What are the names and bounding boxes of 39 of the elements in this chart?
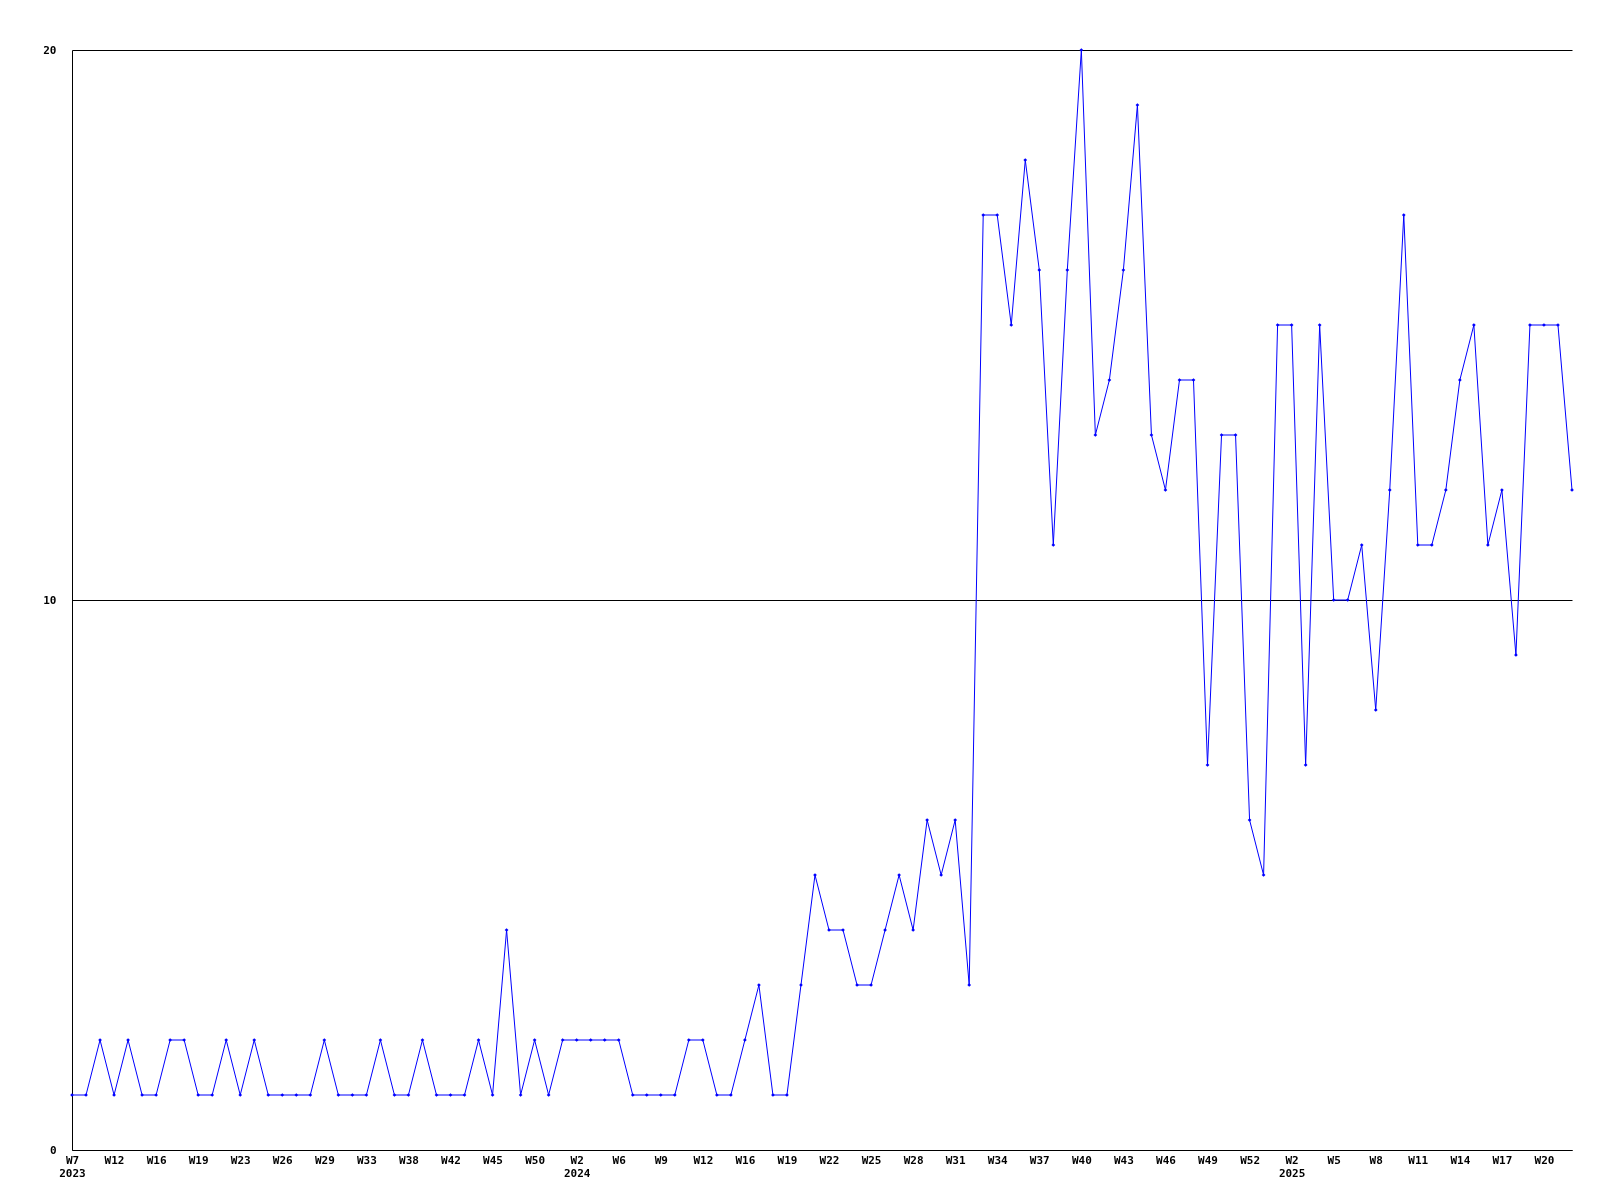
x-tick-label: W43 xyxy=(1113,1153,1134,1167)
x-tick-label: W45 xyxy=(483,1153,503,1167)
x-tick-label: W7 2023 xyxy=(59,1153,86,1180)
x-tick-label: W16 xyxy=(735,1153,756,1167)
x-tick-label: W40 xyxy=(1071,1153,1092,1167)
x-tick-label: W37 xyxy=(1029,1153,1050,1167)
x-tick-label: W25 xyxy=(861,1153,882,1167)
x-tick-label: W23 xyxy=(230,1153,251,1167)
x-tick-label: W49 xyxy=(1198,1153,1218,1167)
x-tick-label: W31 xyxy=(945,1153,966,1167)
x-tick-label: W26 xyxy=(272,1153,294,1167)
x-tick-label: W12 xyxy=(693,1153,714,1167)
y-tick-label: 20 xyxy=(43,43,57,57)
x-tick-label: W46 xyxy=(1156,1153,1177,1167)
x-tick-label: W17 xyxy=(1492,1153,1513,1167)
x-tick-label: W12 xyxy=(104,1153,125,1167)
x-tick-label: W16 xyxy=(146,1153,167,1167)
x-tick-label: W22 xyxy=(819,1153,840,1167)
x-tick-label: W6 xyxy=(612,1153,627,1167)
x-tick-label: W33 xyxy=(356,1153,377,1167)
x-tick-label: W2 2025 xyxy=(1278,1153,1306,1180)
y-tick-label: 0 xyxy=(49,1143,57,1157)
x-tick-label: W2 2024 xyxy=(563,1153,591,1180)
x-tick-label: W42 xyxy=(441,1153,461,1167)
x-tick-label: W8 xyxy=(1369,1153,1383,1167)
x-tick-label: W11 xyxy=(1408,1153,1429,1167)
x-tick-label: W19 xyxy=(777,1153,798,1167)
x-tick-label: W20 xyxy=(1534,1153,1555,1167)
x-tick-label: W9 xyxy=(654,1153,668,1167)
x-tick-label: W5 xyxy=(1327,1153,1341,1167)
x-tick-label: W19 xyxy=(188,1153,209,1167)
x-tick-label: W28 xyxy=(903,1153,924,1167)
x-tick-label: W50 xyxy=(525,1153,546,1167)
x-tick-label: W29 xyxy=(314,1153,335,1167)
x-tick-label: W34 xyxy=(987,1153,1009,1167)
y-tick-label: 10 xyxy=(43,593,57,607)
x-tick-label: W14 xyxy=(1450,1153,1471,1167)
x-tick-label: W52 xyxy=(1240,1153,1261,1167)
x-tick-label: W38 xyxy=(399,1153,419,1167)
